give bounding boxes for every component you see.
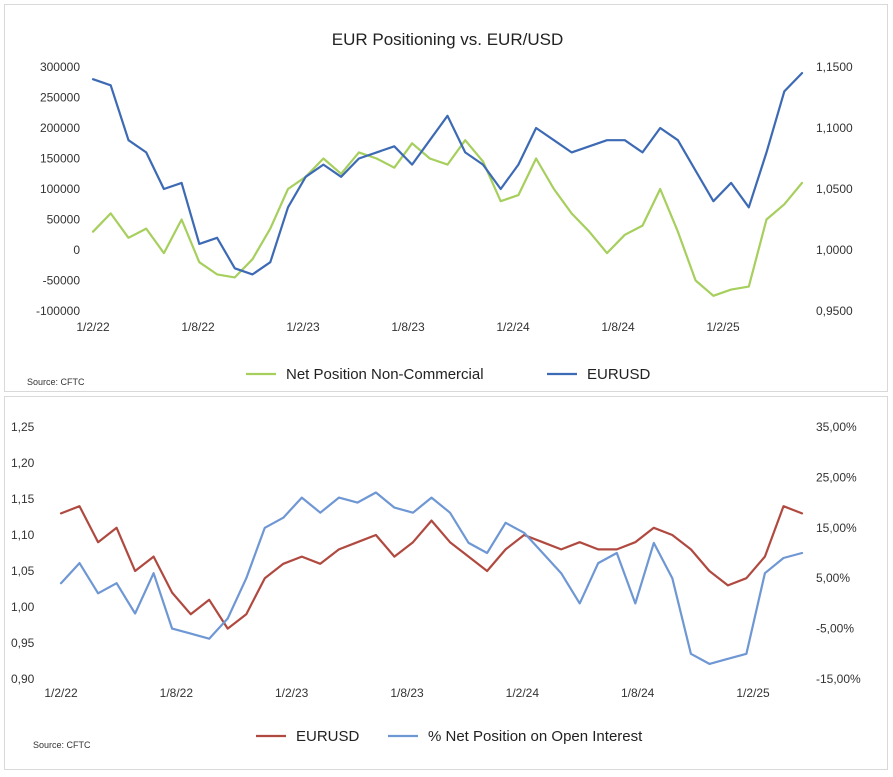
x-tick-label: 1/2/23: [286, 320, 320, 334]
y-left-tick-label: 1,25: [11, 420, 35, 434]
x-tick-label: 1/8/23: [391, 320, 425, 334]
positioning-chart: EUR Positioning vs. EUR/USD -100000 -50000…: [27, 30, 853, 387]
y-right-tick-label: 1,1000: [816, 121, 853, 135]
x-tick-label: 1/8/23: [390, 686, 424, 700]
y-left-tick-label: 1,20: [11, 456, 35, 470]
y-left-tick-label: 150000: [40, 152, 80, 166]
legend-label: EURUSD: [587, 366, 651, 383]
y-right-tick-label: -5,00%: [816, 622, 854, 636]
series-line-2: [59, 491, 804, 665]
y-right-tick-label: -15,00%: [816, 672, 861, 686]
y-right-tick-label: 1,0500: [816, 182, 853, 196]
x-tick-label: 1/2/24: [506, 686, 540, 700]
x-tick-label: 1/8/24: [621, 686, 655, 700]
open-interest-chart: 0,90 0,95 1,00 1,05 1,10 1,15 1,20 1,25 -15,00% -…: [11, 420, 861, 750]
y-right-tick-label: 5,00%: [816, 571, 850, 585]
y-left-tick-label: 100000: [40, 182, 80, 196]
y-right-tick-label: 1,1500: [816, 60, 853, 74]
y-left-tick-label: 1,10: [11, 528, 35, 542]
y-right-tick-label: 35,00%: [816, 420, 857, 434]
chart-panel-positioning: EUR Positioning vs. EUR/USD -100000 -50000…: [4, 4, 888, 392]
x-tick-label: 1/8/22: [181, 320, 215, 334]
y-left-tick-label: -100000: [36, 304, 80, 318]
x-tick-label: 1/2/22: [44, 686, 78, 700]
y-right-tick-label: 0,9500: [816, 304, 853, 318]
x-tick-label: 1/8/22: [160, 686, 194, 700]
y-left-tick-label: 200000: [40, 121, 80, 135]
y-left-tick-label: 0,90: [11, 672, 35, 686]
chart-panel-open-interest: 0,90 0,95 1,00 1,05 1,10 1,15 1,20 1,25 -15,00% -…: [4, 396, 888, 770]
source-note: Source: CFTC: [27, 377, 85, 387]
series-line-2: [91, 71, 804, 276]
y-left-tick-label: 50000: [47, 213, 81, 227]
x-tick-label: 1/2/25: [736, 686, 770, 700]
chart-title: EUR Positioning vs. EUR/USD: [332, 30, 563, 49]
series-line-1: [59, 505, 804, 630]
y-right-tick-label: 15,00%: [816, 521, 857, 535]
legend-label: % Net Position on Open Interest: [428, 728, 643, 745]
y-left-tick-label: 0,95: [11, 636, 35, 650]
legend-label: Net Position Non-Commercial: [286, 366, 484, 383]
y-left-tick-label: 1,15: [11, 492, 35, 506]
y-left-tick-label: 300000: [40, 60, 80, 74]
x-tick-label: 1/2/24: [496, 320, 530, 334]
x-tick-label: 1/2/23: [275, 686, 309, 700]
y-left-tick-label: 0: [73, 243, 80, 257]
y-left-tick-label: -50000: [43, 274, 81, 288]
x-tick-label: 1/8/24: [601, 320, 635, 334]
legend-label: EURUSD: [296, 728, 360, 745]
y-right-tick-label: 1,0000: [816, 243, 853, 257]
series-line-1: [91, 139, 804, 297]
y-left-tick-label: 250000: [40, 91, 80, 105]
y-left-tick-label: 1,05: [11, 564, 35, 578]
x-tick-label: 1/2/25: [706, 320, 740, 334]
y-left-tick-label: 1,00: [11, 600, 35, 614]
source-note: Source: CFTC: [33, 740, 91, 750]
x-tick-label: 1/2/22: [76, 320, 110, 334]
y-right-tick-label: 25,00%: [816, 470, 857, 484]
